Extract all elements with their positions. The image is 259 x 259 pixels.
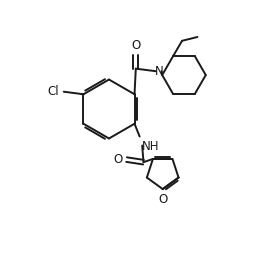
Text: Cl: Cl [47, 85, 59, 98]
Text: O: O [113, 153, 122, 166]
Text: N: N [154, 65, 163, 78]
Text: O: O [131, 39, 140, 52]
Text: O: O [158, 193, 167, 206]
Text: NH: NH [142, 140, 160, 153]
